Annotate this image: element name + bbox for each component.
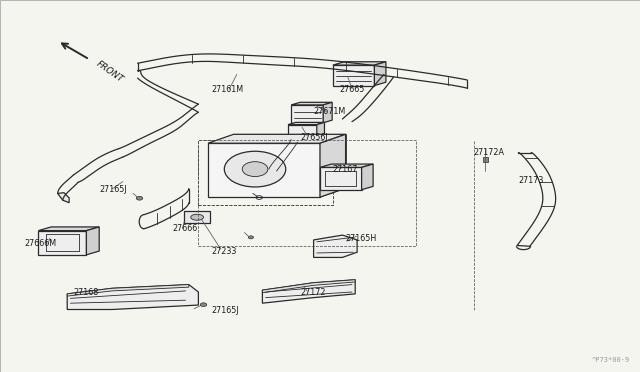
Polygon shape [262, 280, 355, 303]
Polygon shape [362, 164, 373, 190]
Circle shape [248, 236, 253, 239]
Polygon shape [86, 227, 99, 255]
Bar [483, 157, 488, 162]
Text: 27165H: 27165H [346, 234, 377, 243]
Polygon shape [288, 125, 317, 140]
Polygon shape [234, 134, 346, 188]
Polygon shape [38, 231, 86, 255]
Text: 27173: 27173 [518, 176, 544, 185]
Circle shape [225, 151, 285, 187]
Polygon shape [38, 227, 99, 231]
Text: 27161M: 27161M [211, 85, 243, 94]
Polygon shape [291, 105, 323, 123]
Text: 27665: 27665 [339, 85, 365, 94]
Circle shape [200, 303, 207, 307]
Text: 27165J: 27165J [211, 306, 239, 315]
Polygon shape [314, 235, 357, 257]
Polygon shape [208, 143, 320, 197]
Text: 27165J: 27165J [99, 185, 127, 194]
Polygon shape [262, 280, 355, 293]
Polygon shape [67, 285, 189, 296]
Polygon shape [291, 102, 332, 105]
Polygon shape [333, 65, 374, 86]
Text: 27666: 27666 [173, 224, 198, 233]
Text: 27671M: 27671M [314, 107, 346, 116]
Polygon shape [208, 188, 346, 197]
Polygon shape [184, 211, 210, 223]
Text: 27656J: 27656J [301, 133, 328, 142]
Text: 27172: 27172 [301, 288, 326, 296]
Text: 27172A: 27172A [474, 148, 504, 157]
Polygon shape [317, 122, 324, 140]
Circle shape [136, 196, 143, 200]
Text: FRONT: FRONT [95, 60, 125, 84]
Polygon shape [58, 193, 69, 203]
Ellipse shape [191, 214, 204, 220]
Polygon shape [67, 285, 198, 310]
Polygon shape [374, 62, 386, 86]
Polygon shape [320, 134, 346, 197]
Text: 27666M: 27666M [24, 239, 56, 248]
Text: 27168: 27168 [74, 288, 99, 296]
Polygon shape [320, 164, 373, 167]
Polygon shape [288, 122, 324, 125]
Polygon shape [323, 102, 332, 123]
Polygon shape [320, 167, 362, 190]
Text: 27233: 27233 [211, 247, 237, 256]
Circle shape [243, 162, 268, 177]
Polygon shape [208, 134, 346, 143]
Text: ^P73*00·9: ^P73*00·9 [592, 357, 630, 363]
Text: 27167: 27167 [333, 165, 358, 174]
Polygon shape [333, 62, 386, 65]
